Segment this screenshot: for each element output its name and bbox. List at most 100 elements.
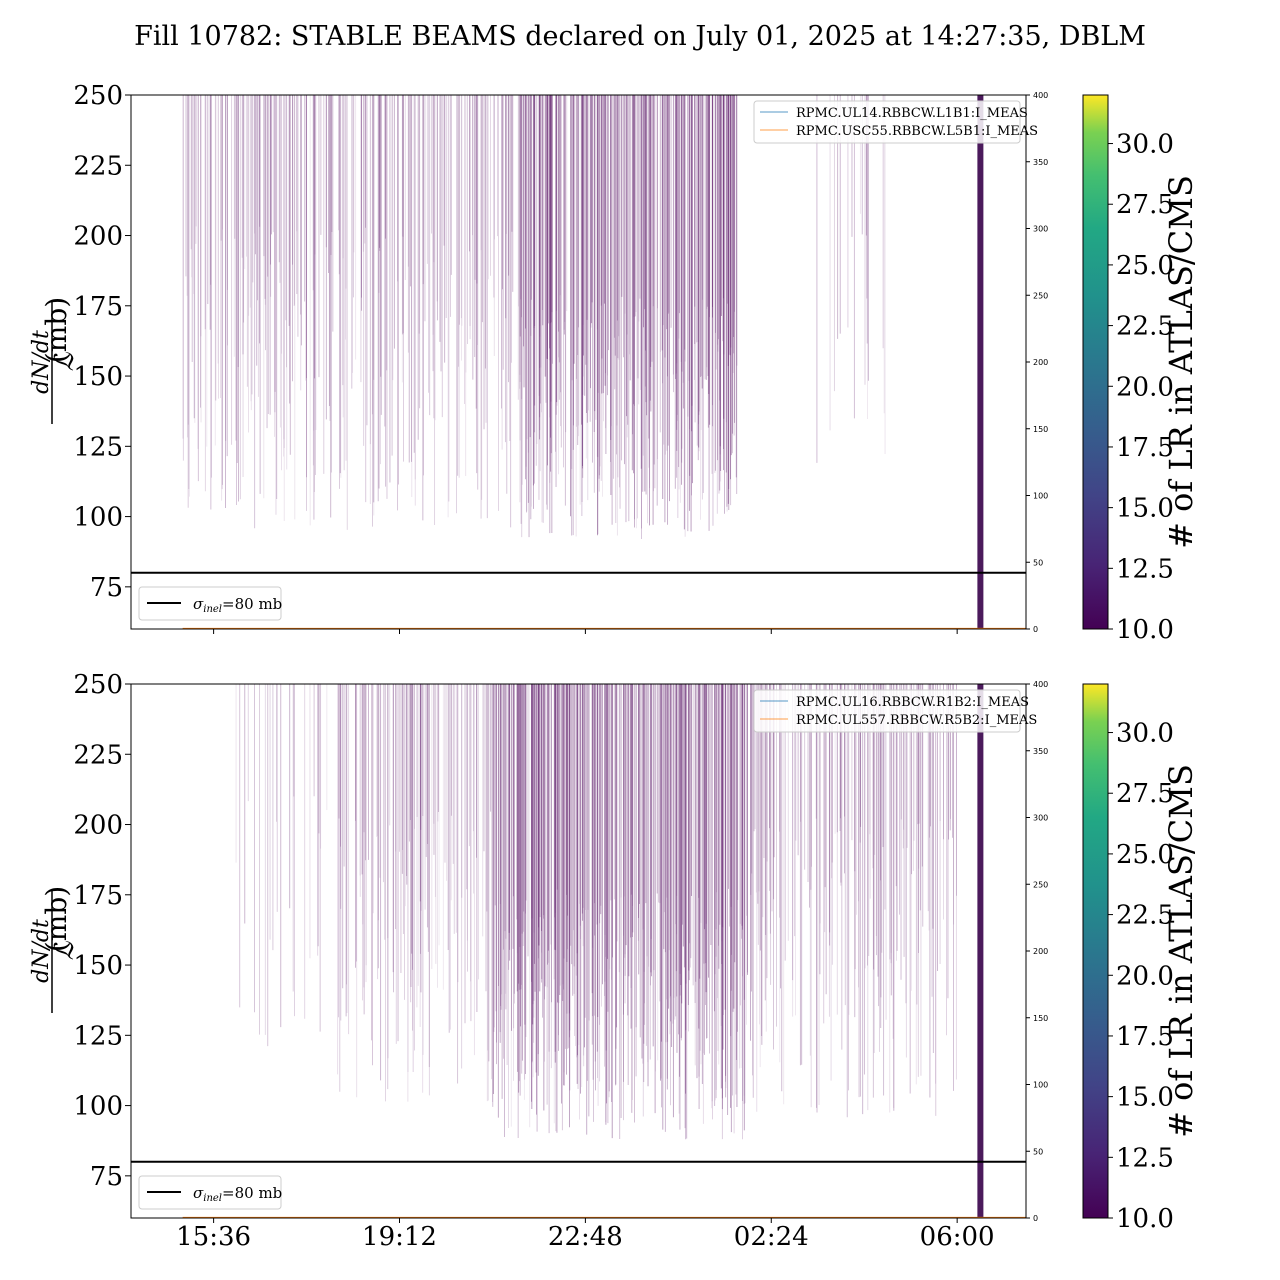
y-tick-label: 75 bbox=[90, 1162, 123, 1192]
colorbar-tick-label: 27.5 bbox=[1116, 779, 1174, 809]
sigma-symbol: σ bbox=[193, 1184, 204, 1202]
colorbar-top: 10.0 12.5 15.0 17.5 20.0 22.5 25.0 27.5 30.0 # o… bbox=[1082, 94, 1200, 645]
legend-box bbox=[138, 586, 282, 621]
y-tick-label: 225 bbox=[73, 740, 123, 770]
y-tick-label: 225 bbox=[73, 151, 123, 181]
beam-dump-marker-top bbox=[977, 95, 984, 629]
y2-tick-label: 200 bbox=[1033, 358, 1048, 367]
colorbar-tick-label: 30.0 bbox=[1116, 719, 1174, 749]
colorbar-tick-label: 12.5 bbox=[1116, 1143, 1174, 1173]
beam-dump-marker-bottom bbox=[977, 684, 984, 1218]
y2-tick-label: 300 bbox=[1033, 225, 1048, 234]
figure-title: Fill 10782: STABLE BEAMS declared on Jul… bbox=[134, 21, 1146, 52]
legend-top: RPMC.UL14.RBBCW.L1B1:I_MEAS RPMC.USC55.R… bbox=[753, 100, 1038, 144]
sigma-symbol: σ bbox=[193, 595, 204, 613]
y-tick-label: 100 bbox=[73, 503, 123, 533]
y-tick-label: 175 bbox=[73, 881, 123, 911]
colorbar-tick-label: 17.5 bbox=[1116, 433, 1174, 463]
y2-tick-label: 100 bbox=[1033, 492, 1048, 501]
y2-tick-label: 250 bbox=[1033, 880, 1048, 889]
ylabel-numerator: dN/dt bbox=[29, 330, 54, 394]
y2-tick-label: 200 bbox=[1033, 947, 1048, 956]
x-tick-label: 02:24 bbox=[734, 1222, 809, 1252]
colorbar-tick-label: 20.0 bbox=[1116, 372, 1174, 402]
y2-tick-label: 400 bbox=[1033, 91, 1048, 100]
y2-tick-label: 0 bbox=[1033, 625, 1038, 634]
colorbar-tick-label: 17.5 bbox=[1116, 1022, 1174, 1052]
y2-tick-label: 250 bbox=[1033, 291, 1048, 300]
legend-bottom: RPMC.UL16.RBBCW.R1B2:I_MEAS RPMC.UL557.R… bbox=[753, 689, 1037, 733]
x-tick-label: 22:48 bbox=[548, 1222, 623, 1252]
colorbar-tick-label: 27.5 bbox=[1116, 190, 1174, 220]
ylabel-denominator: ℒ bbox=[50, 351, 80, 371]
y2-tick-label: 50 bbox=[1033, 1147, 1043, 1156]
legend-box bbox=[753, 100, 1021, 144]
colorbar-bottom: 10.0 12.5 15.0 17.5 20.0 22.5 25.0 27.5 30.0 # o… bbox=[1082, 683, 1200, 1234]
colorbar-tick-label: 25.0 bbox=[1116, 251, 1174, 281]
colorbar-tick-label: 10.0 bbox=[1116, 1204, 1174, 1234]
y-tick-label: 250 bbox=[73, 81, 123, 111]
legend-entry: RPMC.UL14.RBBCW.L1B1:I_MEAS bbox=[796, 106, 1028, 121]
x-axis-ticks-top bbox=[213, 629, 958, 634]
ylabel-unit: (mb) bbox=[40, 886, 73, 952]
sigma-value: =80 mb bbox=[222, 1184, 282, 1202]
sigma-legend-top: σinel=80 mb bbox=[138, 586, 282, 621]
colorbar-tick-label: 25.0 bbox=[1116, 840, 1174, 870]
right-axis-ticks-bottom: 0 50 100 150 200 250 300 350 400 bbox=[1026, 680, 1048, 1223]
legend-box bbox=[138, 1175, 282, 1210]
chart-panel-top: 75 100 125 150 175 200 225 250 0 50 100 150 200 250 3… bbox=[29, 81, 1048, 634]
colorbar-tick-label: 22.5 bbox=[1116, 312, 1174, 342]
sigma-legend-bottom: σinel=80 mb bbox=[138, 1175, 282, 1210]
y2-tick-label: 300 bbox=[1033, 814, 1048, 823]
colorbar-tick-label: 22.5 bbox=[1116, 901, 1174, 931]
right-axis-ticks-top: 0 50 100 150 200 250 300 350 400 bbox=[1026, 91, 1048, 634]
sigma-subscript: inel bbox=[203, 1193, 222, 1204]
legend-entry: RPMC.USC55.RBBCW.L5B1:I_MEAS bbox=[796, 124, 1038, 139]
colorbar-gradient bbox=[1082, 94, 1109, 630]
y2-tick-label: 0 bbox=[1033, 1214, 1038, 1223]
colorbar-tick-label: 12.5 bbox=[1116, 554, 1174, 584]
y2-tick-label: 150 bbox=[1033, 425, 1048, 434]
colorbar-tick-label: 30.0 bbox=[1116, 130, 1174, 160]
y-axis-ticks-bottom: 75 100 125 150 175 200 225 250 bbox=[73, 670, 131, 1192]
colorbar-ticks-top: 10.0 12.5 15.0 17.5 20.0 22.5 25.0 27.5 30.0 bbox=[1108, 130, 1174, 645]
colorbar-ticks-bottom: 10.0 12.5 15.0 17.5 20.0 22.5 25.0 27.5 30.0 bbox=[1108, 719, 1174, 1234]
y-tick-label: 175 bbox=[73, 292, 123, 322]
y-tick-label: 125 bbox=[73, 432, 123, 462]
y-tick-label: 75 bbox=[90, 573, 123, 603]
y2-tick-label: 150 bbox=[1033, 1014, 1048, 1023]
colorbar-label: # of LR in ATLAS/CMS bbox=[1162, 175, 1200, 549]
y-tick-label: 200 bbox=[73, 811, 123, 841]
spike-layer-top bbox=[182, 95, 886, 540]
y2-tick-label: 350 bbox=[1033, 158, 1048, 167]
y-tick-label: 125 bbox=[73, 1021, 123, 1051]
ylabel-unit: (mb) bbox=[40, 297, 73, 363]
ylabel-bottom: dN/dt ℒ (mb) bbox=[29, 886, 80, 1013]
colorbar-tick-label: 15.0 bbox=[1116, 1083, 1174, 1113]
y-tick-label: 100 bbox=[73, 1092, 123, 1122]
chart-panel-bottom: 75 100 125 150 175 200 225 250 0 50 100 150 200 250 3… bbox=[29, 670, 1048, 1252]
spike-layer-bottom bbox=[235, 684, 957, 1140]
colorbar-tick-label: 10.0 bbox=[1116, 615, 1174, 645]
legend-entry: RPMC.UL557.RBBCW.R5B2:I_MEAS bbox=[796, 713, 1037, 728]
sigma-legend-label: σinel=80 mb bbox=[193, 595, 282, 615]
y2-tick-label: 350 bbox=[1033, 747, 1048, 756]
y2-tick-label: 100 bbox=[1033, 1081, 1048, 1090]
y-tick-label: 200 bbox=[73, 222, 123, 252]
x-axis-ticks-bottom: 15:36 19:12 22:48 02:24 06:00 bbox=[176, 1218, 995, 1252]
colorbar-gradient bbox=[1082, 683, 1109, 1219]
colorbar-label: # of LR in ATLAS/CMS bbox=[1162, 764, 1200, 1138]
y2-tick-label: 400 bbox=[1033, 680, 1048, 689]
colorbar-tick-label: 20.0 bbox=[1116, 961, 1174, 991]
y-axis-ticks-top: 75 100 125 150 175 200 225 250 bbox=[73, 81, 131, 603]
legend-entry: RPMC.UL16.RBBCW.R1B2:I_MEAS bbox=[796, 695, 1029, 710]
legend-box bbox=[753, 689, 1021, 733]
ylabel-denominator: ℒ bbox=[50, 940, 80, 960]
y-tick-label: 150 bbox=[73, 951, 123, 981]
sigma-value: =80 mb bbox=[222, 595, 282, 613]
ylabel-top: dN/dt ℒ (mb) bbox=[29, 297, 80, 424]
colorbar-tick-label: 15.0 bbox=[1116, 494, 1174, 524]
y-tick-label: 250 bbox=[73, 670, 123, 700]
sigma-subscript: inel bbox=[203, 604, 222, 615]
